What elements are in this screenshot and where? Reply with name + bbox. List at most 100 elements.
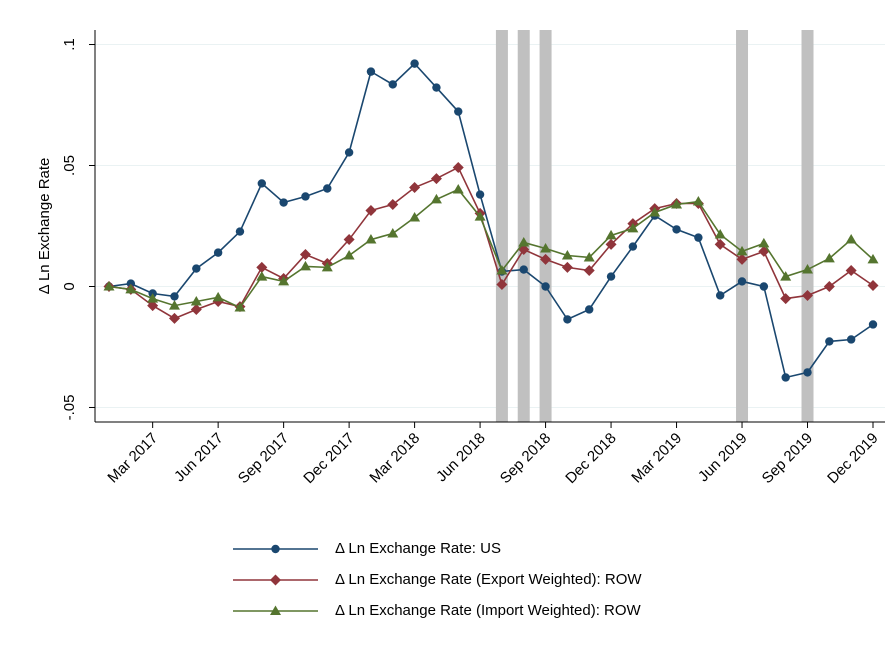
point bbox=[561, 250, 573, 260]
point bbox=[845, 265, 857, 277]
point bbox=[409, 182, 421, 194]
point bbox=[802, 289, 814, 301]
point bbox=[692, 196, 704, 206]
point bbox=[758, 237, 770, 248]
point bbox=[823, 252, 835, 263]
point bbox=[410, 59, 419, 68]
point bbox=[235, 227, 245, 236]
point bbox=[299, 260, 311, 271]
point bbox=[234, 302, 246, 312]
point bbox=[323, 184, 332, 193]
y-tick-label: .05 bbox=[61, 155, 78, 176]
point bbox=[192, 264, 201, 273]
legend-marker bbox=[270, 605, 281, 615]
legend-label: Δ Ln Exchange Rate (Export Weighted): RO… bbox=[335, 571, 642, 588]
point bbox=[190, 303, 202, 315]
point bbox=[759, 282, 769, 291]
point bbox=[649, 206, 661, 217]
point bbox=[583, 265, 595, 277]
point bbox=[103, 280, 115, 291]
legend-label: Δ Ln Exchange Rate (Import Weighted): RO… bbox=[335, 602, 642, 619]
shaded-period bbox=[517, 30, 530, 422]
point bbox=[168, 300, 180, 310]
point bbox=[454, 107, 463, 116]
point bbox=[714, 228, 726, 239]
point bbox=[279, 198, 288, 207]
point bbox=[561, 261, 573, 273]
y-tick-label: .1 bbox=[61, 38, 78, 51]
point bbox=[343, 234, 355, 246]
series-line bbox=[108, 188, 874, 309]
y-tick-label: 0 bbox=[61, 282, 78, 290]
point bbox=[213, 248, 223, 257]
point bbox=[256, 271, 268, 281]
point bbox=[736, 253, 748, 265]
point bbox=[125, 283, 137, 294]
point bbox=[672, 225, 681, 234]
point bbox=[496, 279, 508, 291]
point bbox=[519, 265, 528, 274]
point bbox=[802, 264, 814, 274]
point bbox=[452, 183, 464, 194]
point bbox=[823, 280, 835, 292]
point bbox=[716, 291, 725, 300]
point bbox=[257, 179, 266, 188]
point bbox=[803, 368, 812, 377]
point bbox=[563, 315, 572, 324]
point bbox=[301, 192, 310, 201]
point bbox=[343, 250, 355, 260]
point bbox=[846, 335, 856, 344]
legend-marker bbox=[271, 544, 280, 554]
point bbox=[585, 305, 594, 314]
point bbox=[126, 279, 136, 288]
point bbox=[388, 80, 397, 89]
point bbox=[825, 337, 834, 346]
point bbox=[694, 233, 703, 242]
point bbox=[430, 173, 442, 185]
point bbox=[540, 243, 552, 253]
legend-marker bbox=[270, 574, 281, 586]
point bbox=[845, 234, 857, 244]
y-tick-label: -.05 bbox=[61, 395, 78, 421]
point bbox=[867, 253, 879, 264]
point bbox=[430, 193, 442, 204]
point bbox=[780, 271, 792, 281]
point bbox=[605, 229, 617, 240]
point bbox=[867, 280, 879, 292]
point bbox=[409, 212, 421, 222]
point bbox=[321, 261, 333, 272]
point bbox=[627, 222, 639, 233]
point bbox=[781, 373, 790, 382]
point bbox=[518, 236, 530, 247]
point bbox=[606, 272, 616, 281]
shaded-period bbox=[495, 30, 508, 422]
point bbox=[736, 245, 748, 256]
point bbox=[583, 251, 595, 262]
point bbox=[475, 190, 485, 199]
point bbox=[868, 320, 878, 329]
point bbox=[628, 242, 638, 251]
point bbox=[387, 228, 399, 238]
shaded-period bbox=[736, 30, 749, 422]
point bbox=[256, 261, 268, 273]
point bbox=[299, 249, 311, 261]
point bbox=[168, 312, 180, 324]
point bbox=[605, 238, 617, 250]
point bbox=[190, 295, 202, 306]
point bbox=[344, 148, 354, 157]
point bbox=[496, 265, 508, 275]
point bbox=[474, 211, 486, 221]
point bbox=[540, 253, 552, 265]
point bbox=[780, 293, 792, 305]
point bbox=[147, 293, 159, 303]
legend-label: Δ Ln Exchange Rate: US bbox=[335, 540, 501, 557]
point bbox=[387, 198, 399, 210]
point bbox=[278, 275, 290, 286]
point bbox=[365, 205, 377, 217]
point bbox=[147, 300, 159, 312]
point bbox=[432, 83, 441, 92]
point bbox=[714, 238, 726, 250]
shaded-period bbox=[801, 30, 814, 422]
point bbox=[737, 277, 747, 286]
